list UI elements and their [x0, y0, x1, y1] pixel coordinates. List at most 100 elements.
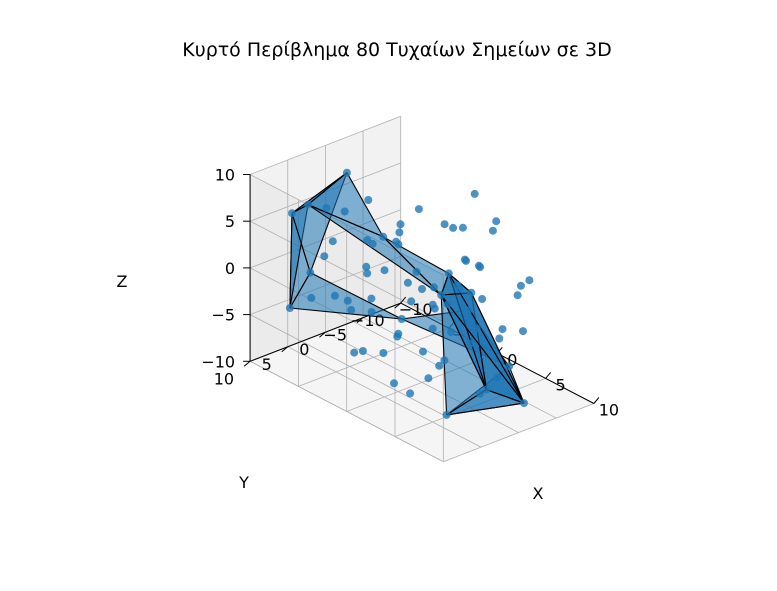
data-point — [505, 362, 514, 371]
data-point — [379, 349, 388, 357]
data-point — [390, 379, 398, 388]
data-point — [470, 189, 479, 198]
data-point — [347, 306, 356, 314]
x-tick-label: −10 — [399, 300, 433, 319]
data-point — [340, 207, 349, 216]
y-axis-label: Y — [238, 473, 249, 492]
data-point — [367, 308, 376, 316]
data-point — [395, 228, 404, 237]
data-point — [379, 232, 388, 241]
z-tick-label: −10 — [201, 352, 235, 371]
data-point — [478, 295, 487, 303]
data-point — [350, 348, 359, 357]
grid-line — [287, 346, 482, 448]
z-tick-label: 0 — [225, 259, 235, 278]
data-point — [362, 262, 371, 271]
data-point — [380, 266, 389, 275]
x-axis-label: X — [533, 484, 544, 503]
data-point — [367, 294, 376, 303]
data-point — [467, 288, 476, 297]
data-point — [306, 268, 315, 277]
x-tick-label-mark — [545, 372, 551, 379]
data-point — [437, 291, 446, 299]
x-tick-label-mark — [400, 296, 407, 304]
data-point — [488, 226, 497, 235]
data-point — [364, 196, 373, 204]
grid-line — [443, 403, 595, 463]
data-point — [516, 281, 525, 290]
data-point — [430, 304, 439, 313]
data-point — [442, 410, 451, 419]
y-tick-label-mark — [319, 331, 326, 338]
y-tick-label-mark — [394, 302, 402, 309]
data-point — [440, 356, 449, 365]
data-point — [396, 220, 405, 229]
grid-line — [249, 115, 401, 175]
grid-line — [249, 209, 401, 269]
data-point — [363, 236, 372, 245]
data-point — [363, 269, 372, 278]
data-point — [419, 347, 427, 356]
data-point — [358, 347, 367, 355]
data-point — [498, 325, 507, 334]
data-point — [467, 339, 476, 348]
chart-title: Κυρτό Περίβλημα 80 Τυχαίων Σημείων σε 3D — [182, 39, 612, 61]
data-point — [320, 252, 329, 261]
grid-line — [325, 331, 519, 433]
data-point — [513, 291, 522, 300]
data-point — [472, 324, 481, 333]
data-point — [458, 223, 467, 232]
data-point — [342, 168, 351, 177]
data-point — [493, 373, 502, 382]
z-tick-label: −5 — [212, 306, 236, 325]
y-tick-label: −5 — [323, 326, 347, 345]
data-point — [285, 304, 294, 312]
data-point — [482, 385, 491, 394]
data-point — [449, 223, 458, 232]
data-point — [476, 263, 485, 272]
data-point — [455, 285, 464, 294]
data-point — [444, 269, 453, 278]
data-point — [397, 315, 406, 323]
data-point — [464, 306, 473, 315]
data-points — [285, 168, 534, 419]
data-point — [407, 297, 416, 306]
x-tick-label: 0 — [507, 350, 517, 369]
data-point — [443, 300, 452, 309]
grid-line — [249, 360, 444, 463]
data-point — [394, 329, 403, 338]
z-tick-label: 5 — [225, 212, 235, 231]
data-point — [519, 327, 527, 336]
data-point — [330, 291, 339, 300]
data-point — [429, 283, 438, 292]
data-point — [520, 399, 528, 408]
data-point — [428, 324, 437, 333]
data-point — [447, 328, 455, 337]
y-tick-label: 5 — [262, 355, 272, 374]
data-point — [424, 374, 433, 383]
data-point — [435, 361, 444, 370]
y-tick-label-mark — [243, 360, 251, 367]
z-tick-label: 10 — [215, 166, 235, 185]
data-point — [414, 205, 423, 214]
y-tick-label: 0 — [299, 340, 309, 359]
y-tick-label: 10 — [214, 369, 234, 388]
x-tick-label: 10 — [599, 401, 619, 420]
y-tick-label-mark — [356, 317, 364, 324]
data-point — [403, 278, 412, 287]
x-tick-label-mark — [593, 397, 600, 404]
x-tick-label: 5 — [556, 375, 566, 394]
data-point — [460, 255, 469, 264]
data-point — [322, 204, 331, 213]
data-point — [418, 285, 426, 293]
data-point — [476, 389, 484, 398]
data-point — [307, 293, 316, 302]
data-point — [412, 267, 421, 276]
data-point — [525, 276, 534, 285]
data-point — [406, 389, 415, 398]
data-point — [440, 220, 449, 229]
hull-face — [289, 272, 403, 320]
data-point — [495, 334, 504, 343]
